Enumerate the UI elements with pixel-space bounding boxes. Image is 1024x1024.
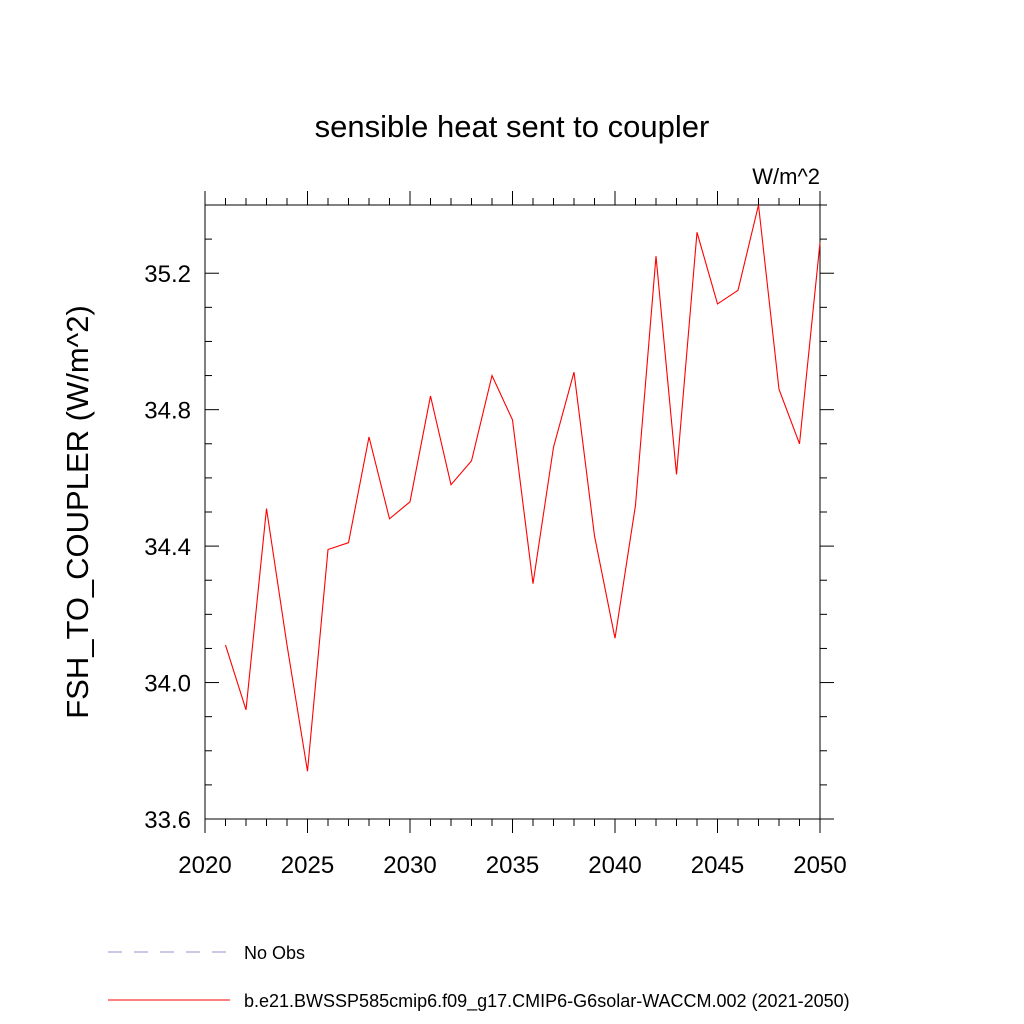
legend: No Obs b.e21.BWSSP585cmip6.f09_g17.CMIP6-…	[108, 943, 850, 1012]
series-line	[224, 204, 821, 772]
y-tick-label: 34.0	[144, 671, 191, 698]
x-tick-label: 2030	[383, 852, 436, 879]
x-tick-label: 2040	[588, 852, 641, 879]
x-tick-label: 2035	[486, 852, 539, 879]
chart-title: sensible heat sent to coupler	[315, 109, 710, 144]
series-lines	[224, 204, 821, 772]
y-tick-label: 34.4	[144, 534, 191, 561]
axis-ticks	[204, 191, 834, 833]
x-tick-label: 2020	[178, 852, 231, 879]
tick-labels: 2020 2025 2030 2035 2040 2045 2050 33.6 34.0 34.4…	[144, 261, 846, 879]
y-tick-label: 33.6	[144, 807, 191, 834]
y-tick-label: 35.2	[144, 261, 191, 288]
x-tick-label: 2045	[691, 852, 744, 879]
x-tick-label: 2025	[281, 852, 334, 879]
x-tick-label: 2050	[793, 852, 846, 879]
y-axis-label: FSH_TO_COUPLER (W/m^2)	[60, 305, 95, 719]
legend-entry: b.e21.BWSSP585cmip6.f09_g17.CMIP6-G6sola…	[244, 991, 850, 1012]
units-label: W/m^2	[752, 164, 820, 189]
y-tick-label: 34.8	[144, 398, 191, 425]
legend-entry: No Obs	[244, 943, 305, 963]
